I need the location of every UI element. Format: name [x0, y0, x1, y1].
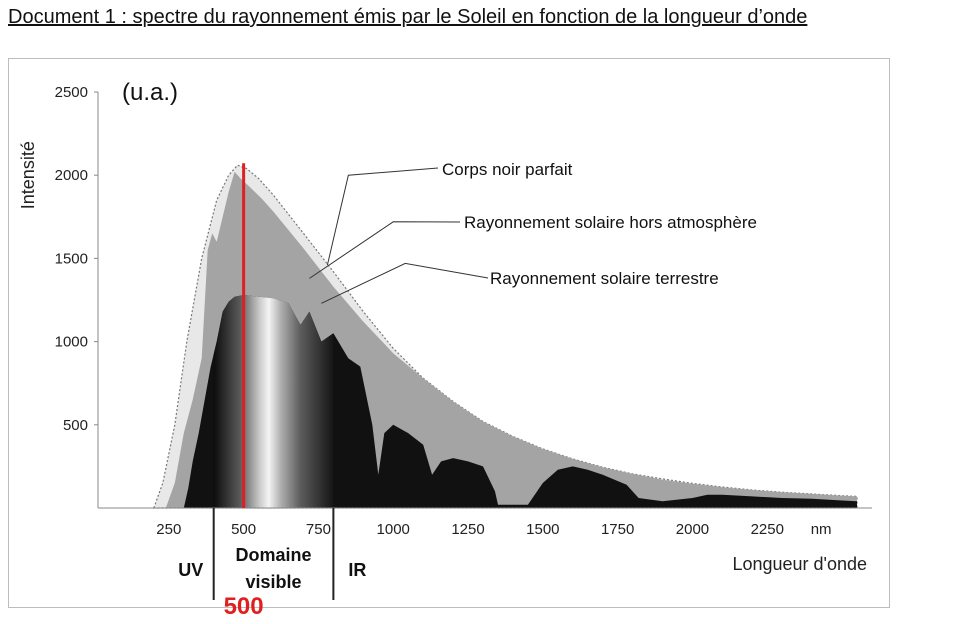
document-title: Document 1 : spectre du rayonnement émis…: [8, 6, 808, 28]
highlight-label: 500: [224, 593, 264, 620]
callout-black-body-label: Corps noir parfait: [442, 160, 573, 179]
x-tick-label: 750: [306, 521, 331, 538]
x-tick-label: 250: [156, 521, 181, 538]
x-tick-label: 2250: [751, 521, 784, 538]
region-label-ir: IR: [348, 560, 366, 580]
y-tick-label: 1000: [55, 334, 88, 351]
callout-extraterrestrial-line: [309, 221, 461, 279]
y-tick-label: 2000: [55, 167, 88, 184]
x-unit-label: nm: [811, 521, 832, 538]
figure-frame: [8, 58, 890, 608]
x-tick-label: 500: [231, 521, 256, 538]
y-unit-label: (u.a.): [122, 79, 178, 106]
x-tick-label: 2000: [676, 521, 709, 538]
region-label-uv: UV: [178, 560, 203, 580]
callout-terrestrial-line: [321, 262, 489, 304]
x-tick-label: 1500: [526, 521, 559, 538]
region-label-visible-line1: Domaine: [236, 545, 312, 565]
y-tick-label: 2500: [55, 84, 88, 101]
y-axis-title: Intensité: [18, 141, 38, 209]
terrestrial-area: [183, 295, 858, 508]
x-tick-label: 1750: [601, 521, 634, 538]
visible-band-shading: [213, 295, 334, 508]
x-tick-label: 1250: [451, 521, 484, 538]
callout-black-body-line: [326, 167, 439, 266]
y-tick-label: 500: [63, 417, 88, 434]
x-tick-label: 1000: [377, 521, 410, 538]
region-label-visible-line2: visible: [246, 572, 302, 592]
callout-extraterrestrial-label: Rayonnement solaire hors atmosphère: [464, 213, 757, 232]
x-axis-title: Longueur d'onde: [732, 554, 867, 574]
y-tick-label: 1500: [55, 250, 88, 267]
callout-terrestrial-label: Rayonnement solaire terrestre: [490, 269, 719, 288]
